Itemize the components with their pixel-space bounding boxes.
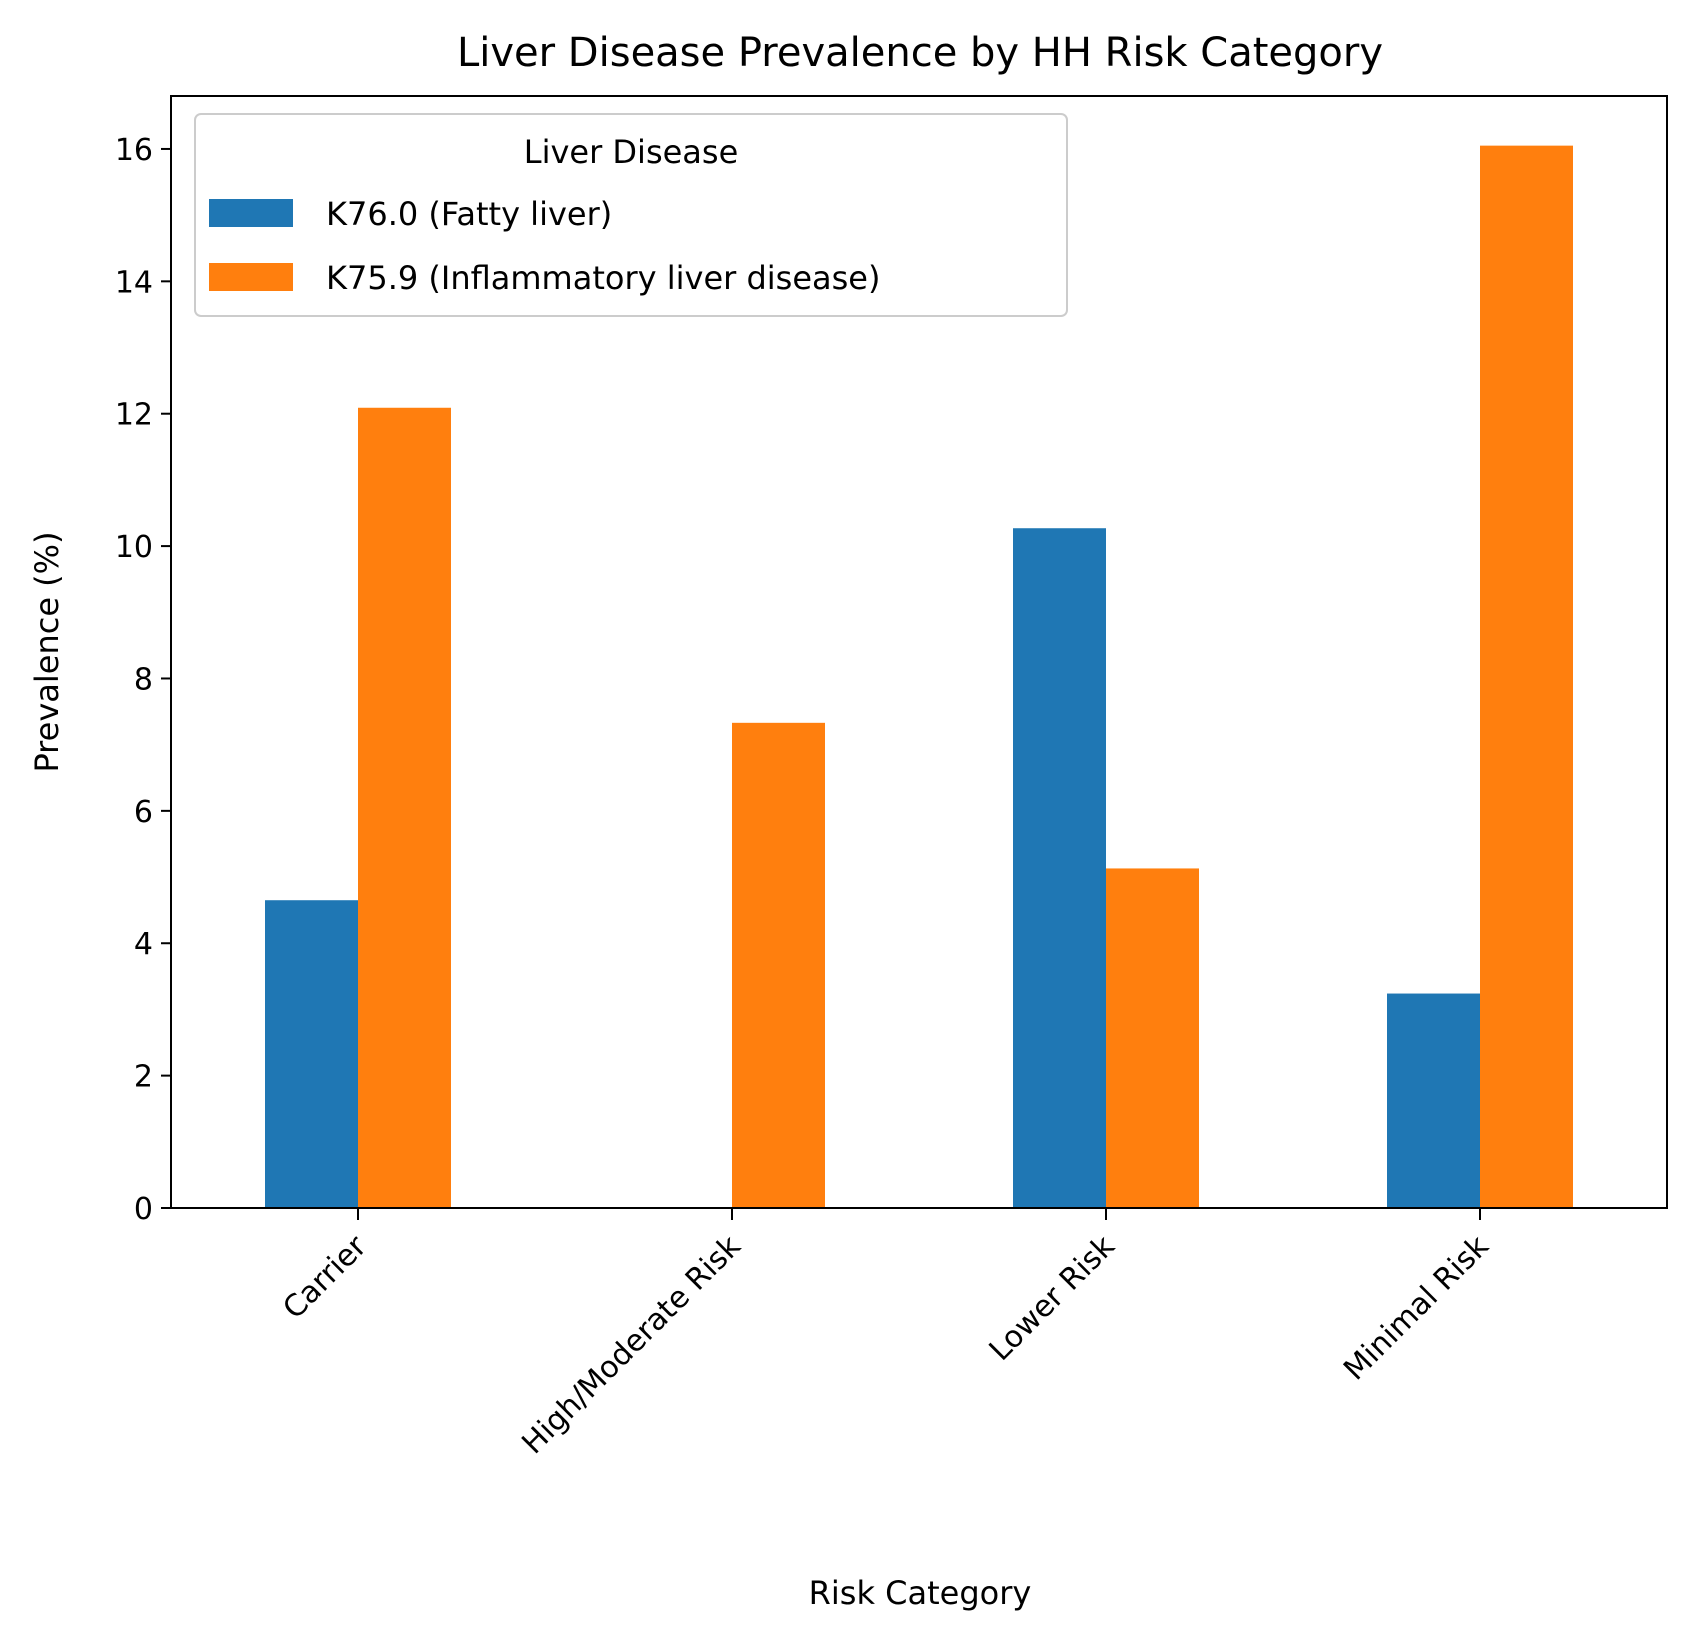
legend-label-fatty-liver: K76.0 (Fatty liver) bbox=[326, 195, 612, 233]
legend-box bbox=[194, 113, 1068, 317]
x-tick-label: Lower Risk bbox=[983, 1228, 1122, 1367]
legend: Liver Disease K76.0 (Fatty liver) K75.9 … bbox=[194, 113, 1068, 317]
bar-inflammatory-liver-3 bbox=[1480, 145, 1573, 1209]
y-tick-label: 8 bbox=[134, 662, 153, 697]
y-tick-label: 12 bbox=[115, 398, 153, 433]
bar-inflammatory-liver-1 bbox=[732, 722, 825, 1208]
bar-fatty-liver-3 bbox=[1387, 993, 1480, 1208]
legend-swatch-fatty-liver bbox=[209, 199, 293, 227]
legend-swatch-inflammatory-liver bbox=[209, 263, 293, 291]
x-tick-label: Minimal Risk bbox=[1337, 1228, 1496, 1387]
bar-fatty-liver-0 bbox=[265, 900, 358, 1208]
y-tick-label: 2 bbox=[134, 1060, 153, 1095]
x-axis: Carrier High/Moderate Risk Lower Risk Minim… bbox=[276, 1208, 1496, 1461]
y-tick-label: 4 bbox=[134, 927, 153, 962]
legend-title: Liver Disease bbox=[524, 133, 739, 171]
bar-inflammatory-liver-0 bbox=[358, 407, 451, 1208]
legend-label-inflammatory-liver: K75.9 (Inflammatory liver disease) bbox=[326, 259, 880, 297]
y-axis-label: Prevalence (%) bbox=[28, 531, 66, 772]
x-tick-label: Carrier bbox=[276, 1228, 374, 1326]
x-tick-label: High/Moderate Risk bbox=[515, 1228, 748, 1461]
y-tick-label: 6 bbox=[134, 795, 153, 830]
bar-fatty-liver-2 bbox=[1013, 528, 1106, 1208]
bar-inflammatory-liver-2 bbox=[1106, 868, 1199, 1208]
y-tick-label: 10 bbox=[115, 530, 153, 565]
y-tick-label: 14 bbox=[115, 265, 153, 300]
plot-frame bbox=[170, 95, 1668, 1209]
x-axis-label: Risk Category bbox=[809, 1574, 1032, 1612]
bars-group bbox=[265, 145, 1573, 1209]
y-tick-label: 16 bbox=[115, 133, 153, 168]
y-tick-label: 0 bbox=[134, 1192, 153, 1227]
y-axis: 0 2 4 6 8 10 12 14 16 bbox=[115, 133, 171, 1227]
chart-title: Liver Disease Prevalence by HH Risk Cate… bbox=[457, 30, 1383, 76]
